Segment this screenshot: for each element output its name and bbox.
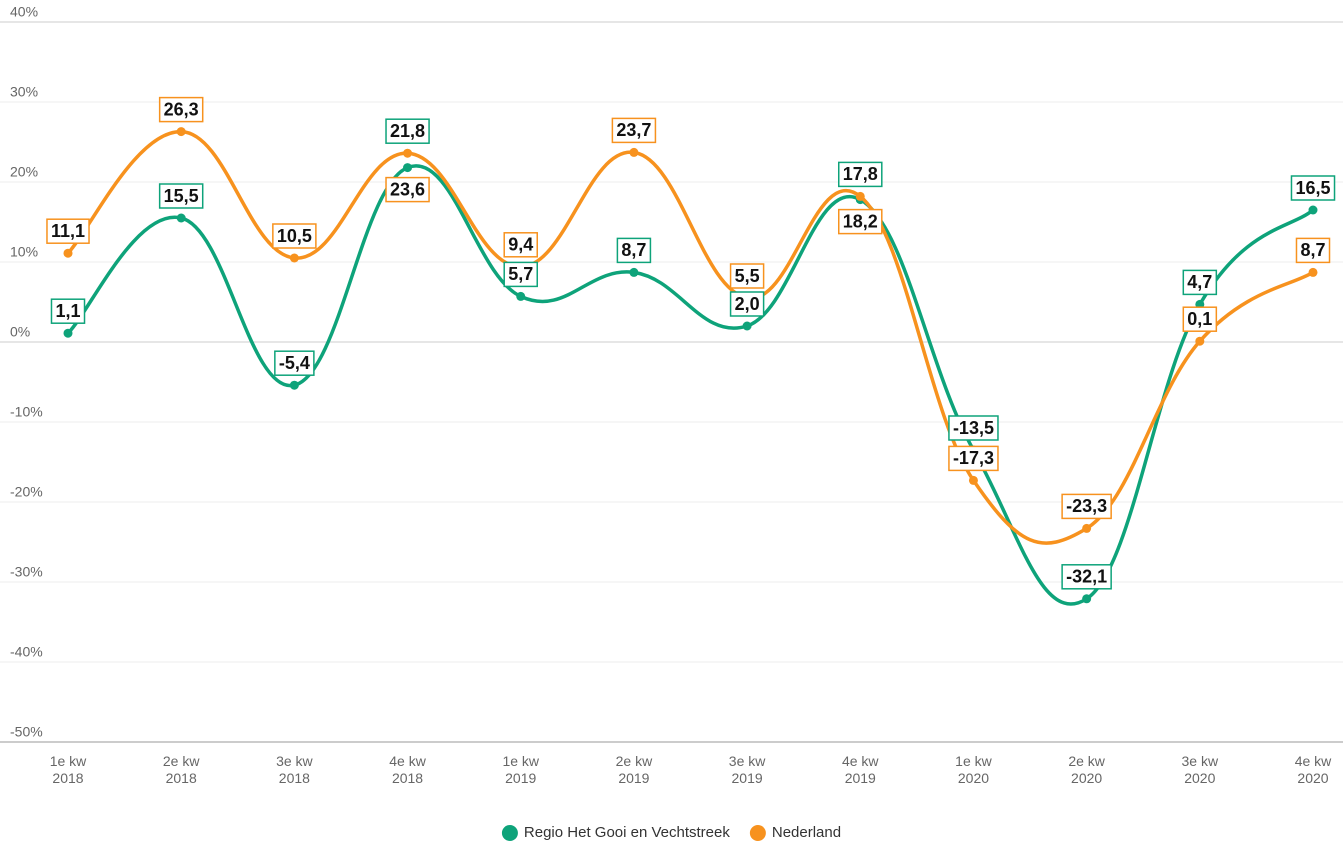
x-tick-label: 1e kw 2018 <box>50 753 87 786</box>
value-label: -5,4 <box>279 353 310 373</box>
data-point <box>403 163 413 173</box>
y-tick-label: 0% <box>10 324 30 340</box>
value-label-box <box>1061 564 1112 590</box>
x-tick-label: 1e kw 2020 <box>955 753 992 786</box>
series-line <box>66 129 1314 545</box>
value-label: 1,1 <box>55 301 80 321</box>
y-tick-label: -30% <box>10 564 43 580</box>
value-label: 10,5 <box>277 226 312 246</box>
x-tick-label: 4e kw 2019 <box>842 753 879 786</box>
value-label: -13,5 <box>953 418 994 438</box>
value-label-box <box>729 291 765 317</box>
value-label-box <box>385 176 430 203</box>
value-label: -32,1 <box>1066 567 1107 587</box>
value-label: 11,1 <box>51 221 85 241</box>
y-tick-label: -50% <box>10 724 43 740</box>
data-point <box>855 191 865 201</box>
x-tick-label: 2e kw 2020 <box>1068 753 1105 786</box>
value-label: 15,5 <box>164 186 199 206</box>
value-label-box <box>1182 306 1218 332</box>
y-tick-label: 10% <box>10 244 38 260</box>
data-point <box>176 127 186 137</box>
value-label: 5,7 <box>508 264 533 284</box>
value-label-box <box>837 208 883 235</box>
x-tick-label: 1e kw 2019 <box>502 753 539 786</box>
data-point <box>968 475 978 485</box>
series-line <box>66 164 1315 606</box>
value-label: 0,1 <box>1187 309 1212 329</box>
x-tick-label: 3e kw 2018 <box>276 753 313 786</box>
value-label: -17,3 <box>953 448 994 468</box>
value-label-box <box>948 415 999 441</box>
value-label-box <box>729 263 765 289</box>
data-point <box>629 147 639 157</box>
data-point <box>629 267 639 277</box>
value-label: 8,7 <box>621 240 646 260</box>
x-tick-label: 2e kw 2018 <box>163 753 200 786</box>
value-label-box <box>1061 493 1112 520</box>
value-label-box <box>385 118 430 144</box>
data-point <box>176 213 186 223</box>
value-label: 2,0 <box>735 294 760 314</box>
value-label-box <box>1182 269 1218 296</box>
y-tick-label: 30% <box>10 84 38 100</box>
y-tick-label: 40% <box>10 4 38 20</box>
value-label-box <box>1295 237 1331 264</box>
value-label-box <box>503 232 538 258</box>
value-label-box <box>46 218 90 244</box>
value-label: -23,3 <box>1066 496 1107 516</box>
value-label-box <box>158 96 204 123</box>
value-label-box <box>616 237 652 264</box>
data-point <box>289 380 299 390</box>
value-label: 5,5 <box>735 266 760 286</box>
value-label-box <box>948 445 999 472</box>
y-tick-label: 20% <box>10 164 38 180</box>
value-label-box <box>611 117 657 144</box>
data-point <box>63 248 73 258</box>
value-label-box <box>274 350 315 376</box>
data-point <box>1308 267 1318 277</box>
labels: 1,1 11,1 15,5 26,3 -5,4 10,5 21,8 23,6 5,7 9,4 8,7… <box>46 96 1336 590</box>
data-point <box>516 291 526 301</box>
legend-label: Regio Het Gooi en Vechtstreek <box>524 824 730 841</box>
value-label: 16,5 <box>1295 178 1330 198</box>
x-tick-label: 2e kw 2019 <box>616 753 653 786</box>
value-label: 4,7 <box>1187 272 1212 292</box>
value-label: 23,7 <box>616 120 651 140</box>
data-point <box>1308 205 1318 215</box>
value-label-box <box>50 298 86 324</box>
value-label-box <box>503 261 538 288</box>
data-point <box>403 148 413 158</box>
value-label: 9,4 <box>508 235 533 255</box>
value-label-box <box>1290 175 1336 201</box>
grid: -50% -40% -30% -20% -10% 0% 10% 20% 30% 40% 1e kw 2… <box>0 4 1343 786</box>
data-point <box>289 253 299 263</box>
x-tick-label: 3e kw 2020 <box>1182 753 1219 786</box>
value-label: 17,8 <box>843 164 878 184</box>
x-tick-label: 4e kw 2018 <box>389 753 426 786</box>
value-label-box <box>158 183 204 209</box>
data-point <box>1082 594 1092 604</box>
data-point <box>1082 523 1092 533</box>
data-point <box>742 321 752 331</box>
legend-label: Nederland <box>772 824 841 841</box>
data-point <box>63 328 73 338</box>
value-label: 26,3 <box>164 99 199 119</box>
value-label: 18,2 <box>843 211 878 231</box>
value-label-box <box>837 161 883 188</box>
data-point <box>1195 336 1205 346</box>
value-label: 21,8 <box>390 121 425 141</box>
x-tick-label: 4e kw 2020 <box>1295 753 1332 786</box>
value-label: 8,7 <box>1300 240 1325 260</box>
value-label-box <box>272 223 317 249</box>
x-tick-label: 3e kw 2019 <box>729 753 766 786</box>
lines <box>63 127 1318 606</box>
legend-marker <box>501 825 518 841</box>
value-label: 23,6 <box>390 179 425 199</box>
y-tick-label: -40% <box>10 644 43 660</box>
y-tick-label: -10% <box>10 404 43 420</box>
y-tick-label: -20% <box>10 484 43 500</box>
legend-marker <box>749 825 766 841</box>
